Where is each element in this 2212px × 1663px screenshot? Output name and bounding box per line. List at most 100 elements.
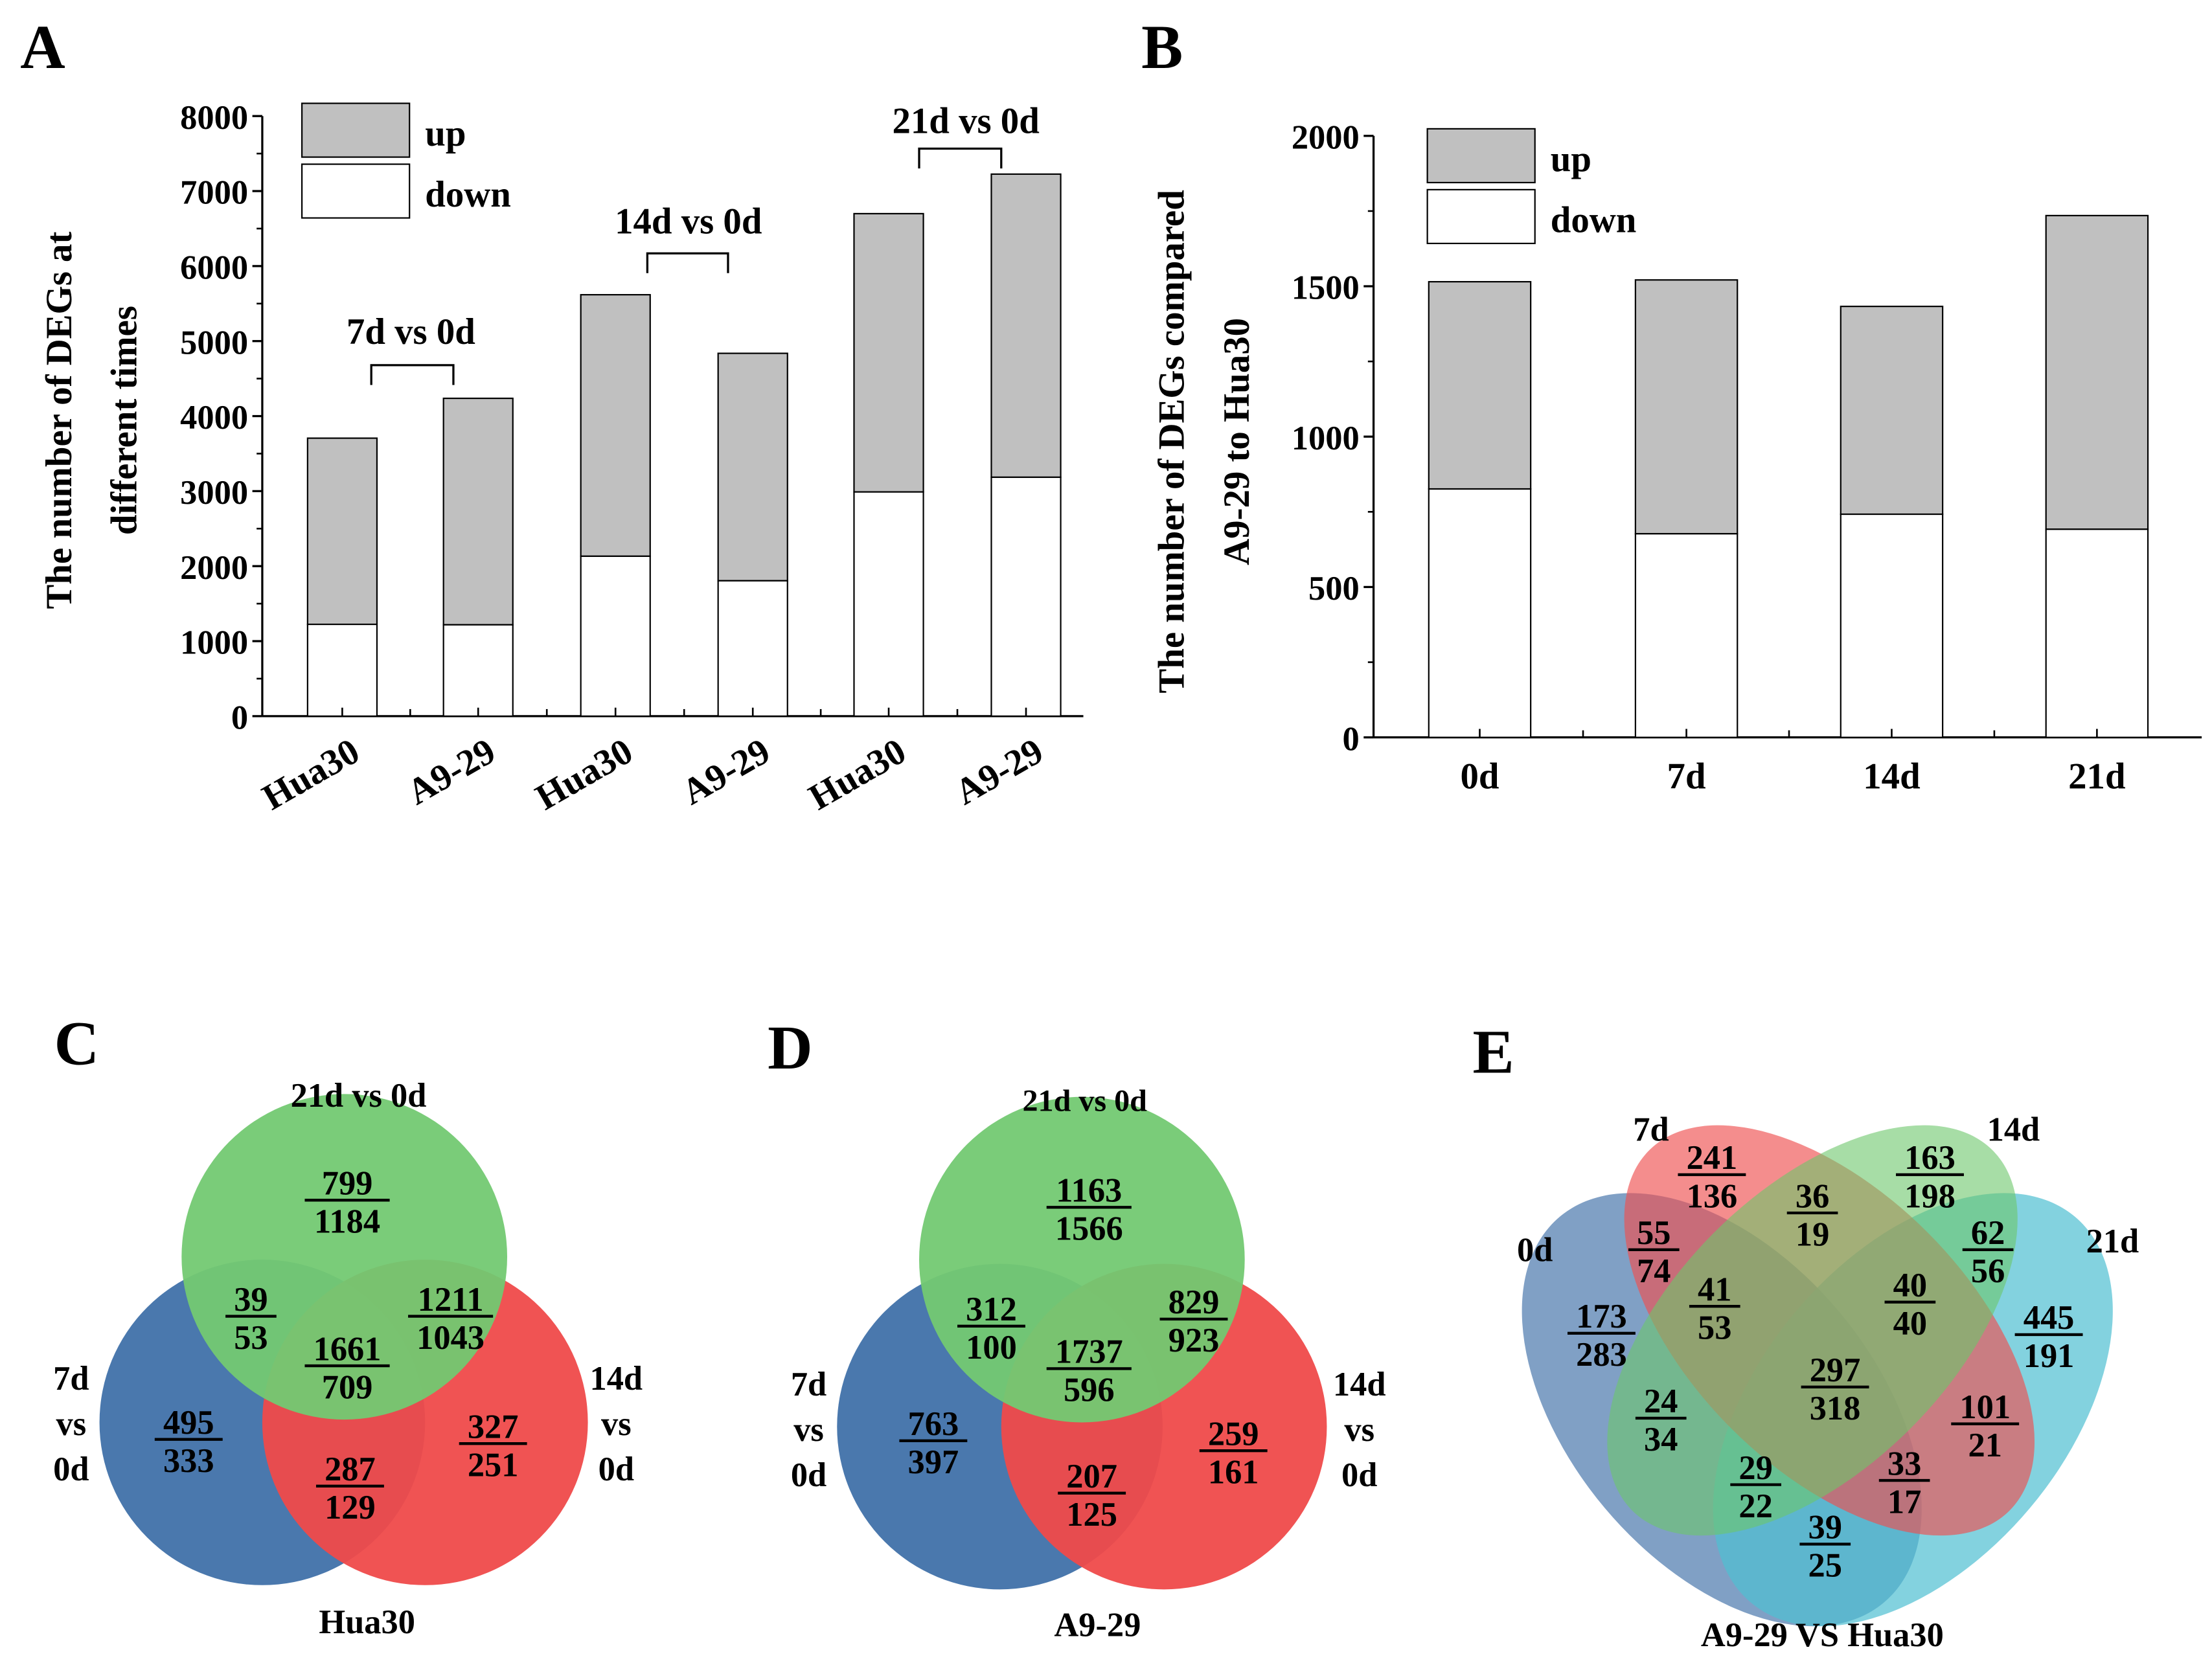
bar-up bbox=[1634, 279, 1739, 535]
panel-label-e: E bbox=[1473, 1017, 1514, 1087]
venn-e-title: A9-29 VS Hua30 bbox=[1701, 1616, 1944, 1654]
venn-d-set-21d bbox=[919, 1096, 1245, 1423]
bar-up bbox=[306, 437, 378, 626]
region-down-count: 923 bbox=[1169, 1322, 1220, 1359]
y-tick-label: 1500 bbox=[1292, 269, 1360, 307]
y-tick-label: 2000 bbox=[1292, 119, 1360, 156]
y-tick-label: 8000 bbox=[180, 99, 248, 137]
panel-label-c: C bbox=[54, 1009, 99, 1078]
region-up-count: 259 bbox=[1208, 1415, 1259, 1453]
venn-e-label-21d: 21d bbox=[2086, 1223, 2139, 1260]
legend-swatch-up bbox=[301, 102, 411, 158]
y-tick-label: 5000 bbox=[180, 324, 248, 361]
y-axis-label: The number of DEGs compared bbox=[1152, 190, 1192, 694]
region-down-count: 74 bbox=[1637, 1252, 1670, 1290]
region-down-count: 21 bbox=[1968, 1427, 2001, 1464]
region-up-count: 312 bbox=[966, 1291, 1017, 1328]
venn-e-label-14d: 14d bbox=[1987, 1111, 2040, 1149]
region-up-count: 1163 bbox=[1056, 1172, 1122, 1210]
group-bracket bbox=[370, 364, 455, 385]
x-tick-label: A9-29 bbox=[948, 730, 1050, 813]
region-down-count: 125 bbox=[1066, 1496, 1117, 1533]
region-down-count: 129 bbox=[325, 1489, 376, 1526]
region-up-count: 40 bbox=[1893, 1267, 1927, 1304]
legend-swatch-down bbox=[1426, 188, 1536, 245]
bar-up bbox=[990, 173, 1062, 479]
group-label: 21d vs 0d bbox=[892, 100, 1039, 141]
region-down-count: 25 bbox=[1808, 1547, 1842, 1585]
group-label: 14d vs 0d bbox=[615, 201, 762, 242]
region-up-count: 101 bbox=[1959, 1388, 2011, 1426]
venn-d-label-right-3: 0d bbox=[1341, 1456, 1377, 1494]
region-down-count: 22 bbox=[1739, 1488, 1772, 1525]
x-tick-label: 21d bbox=[2068, 756, 2125, 797]
x-tick-label: 14d bbox=[1863, 756, 1920, 797]
venn-c-set-21d bbox=[181, 1094, 508, 1420]
venn-d: 21d vs 0d 7d vs 0d 14d vs 0d A9-29 11631… bbox=[791, 1084, 1386, 1644]
region-up-count: 163 bbox=[1904, 1139, 1955, 1177]
y-tick-label: 0 bbox=[231, 699, 248, 737]
venn-e-label-0d: 0d bbox=[1517, 1231, 1553, 1269]
venn-c-label-right-2: vs bbox=[601, 1405, 632, 1443]
x-tick-label: 7d bbox=[1667, 756, 1706, 797]
bar-down bbox=[442, 624, 514, 717]
venn-c-label-left-2: vs bbox=[56, 1405, 87, 1443]
y-tick-label: 3000 bbox=[180, 474, 248, 512]
region-down-count: 1043 bbox=[416, 1319, 485, 1357]
legend-swatch-down bbox=[301, 163, 411, 219]
y-tick-label: 500 bbox=[1308, 570, 1360, 607]
region-up-count: 1737 bbox=[1055, 1333, 1123, 1371]
x-tick-label: Hua30 bbox=[529, 730, 639, 818]
venn-d-label-left-3: 0d bbox=[791, 1456, 827, 1494]
region-down-count: 397 bbox=[908, 1443, 959, 1481]
region-down-count: 709 bbox=[322, 1368, 373, 1406]
region-up-count: 41 bbox=[1698, 1271, 1731, 1309]
venn-d-label-left-1: 7d bbox=[791, 1366, 827, 1403]
region-up-count: 287 bbox=[325, 1451, 376, 1488]
legend-swatch-up bbox=[1426, 128, 1536, 184]
y-axis-label: A9-29 to Hua30 bbox=[1216, 318, 1257, 565]
venn-c-label-right-1: 14d bbox=[590, 1360, 643, 1397]
region-up-count: 62 bbox=[1971, 1214, 2005, 1252]
region-up-count: 1661 bbox=[314, 1330, 382, 1368]
region-down-count: 191 bbox=[2024, 1337, 2075, 1375]
x-tick-label: Hua30 bbox=[802, 730, 913, 818]
venn-c-title: Hua30 bbox=[319, 1603, 415, 1641]
bar-up bbox=[580, 294, 651, 558]
bar-up bbox=[1840, 306, 1944, 515]
y-tick-label: 1000 bbox=[180, 624, 248, 662]
group-bracket bbox=[918, 147, 1003, 169]
bar-up bbox=[442, 398, 514, 626]
group-label: 7d vs 0d bbox=[347, 311, 475, 352]
region-down-count: 56 bbox=[1971, 1252, 2005, 1290]
region-up-count: 495 bbox=[163, 1404, 214, 1442]
region-down-count: 40 bbox=[1893, 1305, 1927, 1342]
region-up-count: 829 bbox=[1169, 1284, 1220, 1321]
bar-up bbox=[1428, 280, 1532, 490]
panel-label-b: B bbox=[1141, 12, 1183, 82]
venn-d-label-left-2: vs bbox=[793, 1411, 824, 1449]
region-down-count: 283 bbox=[1576, 1336, 1627, 1374]
region-down-count: 251 bbox=[468, 1447, 519, 1484]
region-down-count: 1566 bbox=[1055, 1210, 1123, 1248]
region-down-count: 53 bbox=[1698, 1309, 1731, 1347]
x-tick-label: Hua30 bbox=[256, 730, 367, 818]
region-up-count: 39 bbox=[1808, 1509, 1842, 1546]
legend-label-down: down bbox=[1551, 199, 1637, 240]
region-down-count: 100 bbox=[966, 1329, 1017, 1366]
y-tick-label: 1000 bbox=[1292, 420, 1360, 457]
venn-c-label-top: 21d vs 0d bbox=[291, 1077, 427, 1114]
